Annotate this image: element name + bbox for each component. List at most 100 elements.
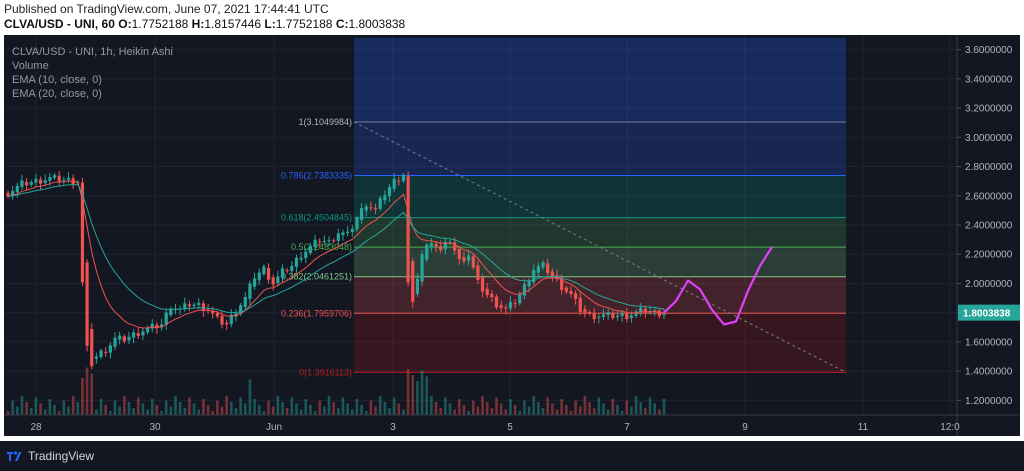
candle-body — [313, 239, 317, 248]
volume-bar — [281, 402, 284, 415]
volume-bar — [490, 408, 494, 415]
x-tick-label: 3 — [390, 422, 396, 433]
volume-bar — [71, 396, 75, 415]
volume-bar — [113, 400, 117, 415]
volume-bar — [597, 397, 601, 415]
volume-bar — [532, 396, 536, 415]
candle-body — [350, 228, 354, 232]
volume-bar — [48, 399, 52, 415]
volume-bar — [90, 373, 94, 415]
volume-bar — [578, 406, 582, 415]
candle-body — [104, 351, 108, 353]
volume-bar — [188, 397, 191, 415]
candle-body — [271, 277, 275, 285]
candle-body — [541, 262, 545, 268]
volume-bar — [602, 403, 605, 415]
candle-body — [304, 251, 308, 259]
candle-body — [155, 324, 159, 329]
volume-bar — [527, 406, 531, 415]
candle-body — [378, 198, 382, 209]
candle-body — [215, 313, 219, 317]
candle-body — [164, 312, 168, 326]
legend-ema10: EMA (10, close, 0) — [12, 74, 102, 86]
candle-body — [634, 311, 638, 316]
fib-level-label: 0.382(2.0461251) — [281, 272, 352, 282]
volume-bar — [555, 409, 559, 415]
candle-body — [318, 241, 322, 243]
volume-bar — [20, 396, 24, 415]
volume-bar — [109, 411, 112, 415]
candle-body — [532, 270, 536, 283]
projection-curve — [663, 246, 773, 326]
volume-bar — [523, 400, 526, 415]
x-tick-label: 7 — [624, 422, 630, 433]
volume-bar — [346, 403, 349, 415]
chart-legend: CLVA/USD - UNI, 1h, Heikin Ashi Volume E… — [12, 46, 173, 100]
candle-body — [299, 257, 303, 260]
volume-bar — [444, 397, 447, 415]
candle-body — [373, 207, 378, 210]
volume-bar — [350, 409, 354, 415]
volume-bar — [495, 397, 498, 415]
candle-body — [453, 242, 457, 251]
volume-bar — [309, 405, 312, 415]
volume-bar — [253, 399, 256, 415]
candle-body — [620, 313, 624, 316]
candle-body — [15, 185, 19, 193]
volume-bar — [592, 408, 596, 415]
gridlines — [4, 35, 957, 415]
last-price-label: 1.8003838 — [963, 309, 1011, 320]
volume-bar — [62, 400, 66, 415]
volume-bar — [290, 397, 294, 415]
candle-body — [574, 293, 578, 299]
high-label: H: — [191, 17, 205, 31]
close-value: 1.8003838 — [348, 17, 406, 31]
candle-body — [592, 313, 596, 320]
candle-body — [336, 233, 340, 241]
candle-body — [406, 176, 410, 283]
candle-body — [285, 270, 289, 272]
x-tick-label: 28 — [30, 422, 42, 433]
volume-bar — [416, 381, 419, 415]
candle-body — [578, 297, 582, 313]
candle-body — [490, 293, 494, 298]
candle-body — [252, 278, 257, 287]
volume-bar — [430, 396, 433, 415]
volume-bar — [467, 411, 470, 415]
candle-body — [546, 263, 550, 274]
candle-body — [662, 313, 666, 316]
candle-body — [38, 179, 43, 184]
y-tick-label: 2.0000000 — [965, 279, 1013, 290]
candle-body — [355, 217, 359, 230]
fib-level-label: 1(3.1049984) — [298, 117, 352, 127]
volume-bar — [183, 408, 187, 415]
volume-bar — [355, 399, 359, 415]
last-price-badge — [958, 304, 1020, 321]
candle-body — [57, 175, 61, 182]
volume-bar — [485, 402, 489, 415]
ema-lines — [7, 180, 665, 329]
volume-bar — [341, 397, 345, 415]
volume-bar — [639, 402, 643, 415]
volume-bar — [504, 409, 508, 415]
candle-body — [387, 187, 392, 197]
candle-body — [280, 268, 285, 278]
volume-bar — [616, 405, 619, 415]
volume-bar — [583, 396, 587, 415]
candle-body — [94, 356, 98, 359]
price-chart[interactable]: 1(3.1049984) 0.786(2.7383335) 0.618(2.4504… — [4, 35, 1020, 436]
y-tick-label: 2.8000000 — [965, 162, 1013, 173]
x-tick-label: 11 — [858, 422, 869, 433]
volume-bar — [95, 409, 98, 415]
volume-bar — [476, 406, 480, 415]
volume-bar — [39, 403, 42, 415]
volume-bar — [471, 400, 475, 415]
volume-bar — [653, 403, 656, 415]
candle-body — [471, 256, 475, 268]
candle-body — [239, 305, 243, 314]
volume-bar — [123, 396, 126, 415]
candle-body — [560, 278, 564, 290]
candle-body — [150, 323, 154, 329]
candle-body — [201, 303, 206, 312]
candle-body — [364, 206, 368, 211]
